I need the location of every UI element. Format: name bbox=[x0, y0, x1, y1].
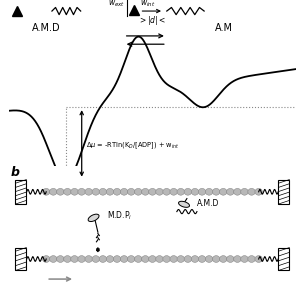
Circle shape bbox=[198, 256, 206, 262]
Circle shape bbox=[198, 189, 206, 195]
Ellipse shape bbox=[178, 201, 189, 207]
Circle shape bbox=[49, 189, 57, 195]
Circle shape bbox=[106, 256, 114, 262]
Circle shape bbox=[241, 256, 248, 262]
Circle shape bbox=[99, 189, 107, 195]
Circle shape bbox=[57, 189, 64, 195]
Circle shape bbox=[227, 256, 234, 262]
Text: $>|d|<$: $>|d|<$ bbox=[138, 14, 167, 27]
Bar bbox=[15, 248, 26, 270]
Circle shape bbox=[191, 256, 199, 262]
Circle shape bbox=[85, 189, 92, 195]
Circle shape bbox=[64, 256, 71, 262]
Circle shape bbox=[120, 189, 128, 195]
Circle shape bbox=[57, 256, 64, 262]
Circle shape bbox=[64, 189, 71, 195]
Circle shape bbox=[141, 256, 149, 262]
Circle shape bbox=[71, 189, 78, 195]
Circle shape bbox=[141, 189, 149, 195]
Circle shape bbox=[92, 256, 99, 262]
Circle shape bbox=[78, 256, 85, 262]
Circle shape bbox=[163, 256, 170, 262]
Circle shape bbox=[163, 189, 170, 195]
Text: M.D.P$_i$: M.D.P$_i$ bbox=[107, 209, 132, 221]
Circle shape bbox=[170, 189, 177, 195]
Text: b: b bbox=[10, 166, 19, 179]
Circle shape bbox=[85, 256, 92, 262]
Text: $\Delta\mu$ = -RTln(K$_D$/[ADP]) + w$_{int}$: $\Delta\mu$ = -RTln(K$_D$/[ADP]) + w$_{i… bbox=[86, 141, 179, 152]
Circle shape bbox=[71, 256, 78, 262]
Circle shape bbox=[205, 189, 213, 195]
Circle shape bbox=[42, 189, 50, 195]
Circle shape bbox=[135, 256, 142, 262]
Circle shape bbox=[42, 256, 50, 262]
Circle shape bbox=[113, 256, 121, 262]
Circle shape bbox=[177, 189, 184, 195]
Circle shape bbox=[156, 189, 163, 195]
Circle shape bbox=[220, 256, 227, 262]
Text: $w_{ext}$: $w_{ext}$ bbox=[108, 0, 125, 9]
Circle shape bbox=[234, 189, 241, 195]
Circle shape bbox=[213, 189, 220, 195]
Bar bbox=[279, 180, 289, 204]
Circle shape bbox=[248, 256, 255, 262]
Bar bbox=[279, 248, 289, 270]
Circle shape bbox=[213, 256, 220, 262]
Bar bbox=[15, 180, 26, 204]
Circle shape bbox=[170, 256, 177, 262]
Circle shape bbox=[184, 256, 192, 262]
Circle shape bbox=[128, 256, 135, 262]
Circle shape bbox=[177, 256, 184, 262]
Circle shape bbox=[248, 189, 255, 195]
Circle shape bbox=[149, 189, 156, 195]
Circle shape bbox=[234, 256, 241, 262]
Circle shape bbox=[227, 189, 234, 195]
Circle shape bbox=[149, 256, 156, 262]
Circle shape bbox=[191, 189, 199, 195]
Circle shape bbox=[184, 189, 192, 195]
Circle shape bbox=[205, 256, 213, 262]
Circle shape bbox=[49, 256, 57, 262]
Circle shape bbox=[135, 189, 142, 195]
Circle shape bbox=[92, 189, 99, 195]
Circle shape bbox=[255, 256, 263, 262]
Circle shape bbox=[99, 256, 107, 262]
Ellipse shape bbox=[88, 214, 99, 221]
Text: A.M: A.M bbox=[215, 22, 233, 33]
Text: A.M.D: A.M.D bbox=[197, 199, 219, 207]
Circle shape bbox=[106, 189, 114, 195]
Circle shape bbox=[255, 189, 263, 195]
Text: $w_{int}$: $w_{int}$ bbox=[139, 0, 155, 9]
Circle shape bbox=[156, 256, 163, 262]
Circle shape bbox=[128, 189, 135, 195]
Circle shape bbox=[78, 189, 85, 195]
Circle shape bbox=[220, 189, 227, 195]
Circle shape bbox=[113, 189, 121, 195]
Text: A.M.D: A.M.D bbox=[32, 22, 60, 33]
Circle shape bbox=[241, 189, 248, 195]
Circle shape bbox=[120, 256, 128, 262]
